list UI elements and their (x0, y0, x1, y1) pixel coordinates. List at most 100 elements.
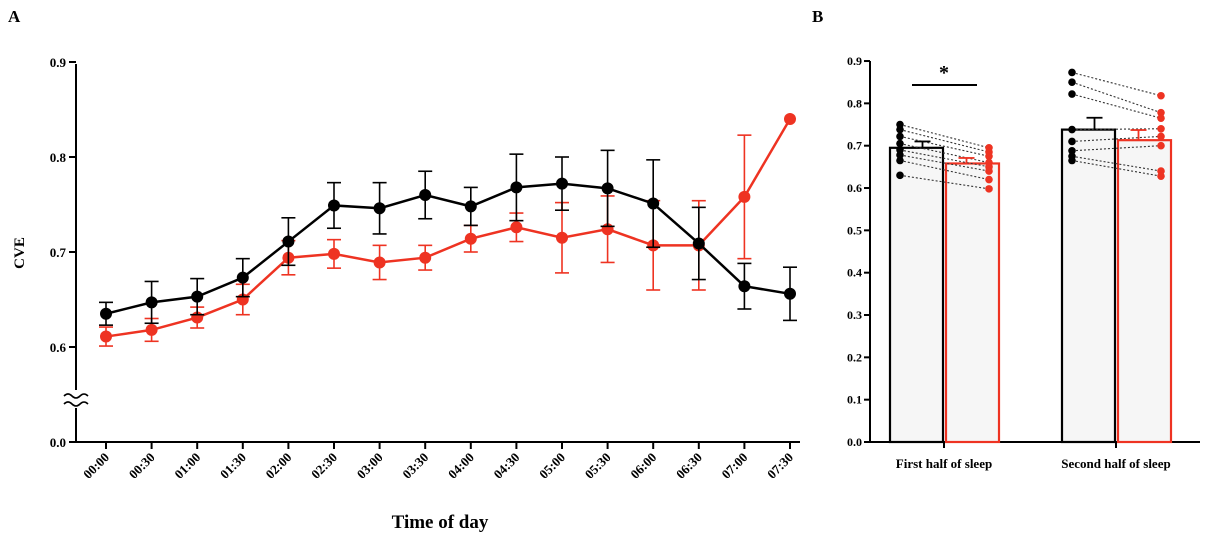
data-point-black (896, 125, 904, 134)
pair-line (899, 154, 990, 172)
y-tick-label: 0.1 (847, 393, 862, 407)
panel-a-chart: 0.9 0.8 0.7 0.6 0.0 00:00 00:30 01:00 01:30 02:00… (12, 55, 800, 533)
pair-line (1071, 159, 1162, 177)
y-tick-label: 0.8 (847, 96, 862, 110)
pair-line (1071, 128, 1162, 131)
x-tick-label: 06:00 (627, 450, 659, 482)
x-category-label: Second half of sleep (1061, 456, 1170, 471)
x-tick-label: 07:30 (764, 450, 796, 482)
data-point-red (985, 185, 993, 193)
data-point (556, 231, 568, 244)
pair-line (899, 149, 990, 168)
x-tick-label: 05:30 (582, 450, 614, 482)
pair-line (1071, 155, 1162, 172)
data-point-red (1157, 108, 1165, 117)
pair-line (899, 174, 990, 190)
y-tick-label: 0.3 (847, 308, 862, 322)
data-point-black (896, 151, 904, 159)
data-point (373, 202, 386, 215)
y-tick-label: 0.0 (847, 435, 862, 449)
data-point (328, 199, 340, 212)
significance-star: * (939, 62, 949, 84)
y-tick-label: 0.0 (50, 435, 66, 450)
x-tick-label: 03:30 (399, 450, 431, 482)
data-point (145, 323, 158, 336)
bar-black (1060, 128, 1117, 444)
data-point (464, 232, 477, 245)
series-line (105, 118, 792, 338)
data-point (784, 287, 796, 300)
x-tick-label: 00:00 (80, 450, 112, 482)
data-point-red (985, 175, 993, 184)
y-tick-label: 0.9 (50, 55, 67, 70)
x-tick-label: 04:00 (445, 450, 477, 482)
data-point (236, 271, 249, 284)
data-point (738, 190, 751, 203)
data-point-black (896, 171, 904, 180)
data-point (556, 177, 568, 190)
x-tick-label: 02:30 (308, 450, 340, 482)
data-point-black (1068, 146, 1076, 155)
data-point-red (1157, 114, 1165, 122)
axis-break-mark (63, 401, 89, 407)
data-point-black (896, 156, 904, 165)
data-point-black (1068, 156, 1076, 165)
data-point (692, 237, 705, 250)
data-point-black (1068, 68, 1076, 77)
bar-red (1116, 139, 1173, 444)
y-tick-label: 0.6 (50, 340, 67, 355)
data-point (647, 197, 660, 210)
pair-line (899, 123, 990, 149)
data-point (145, 296, 158, 309)
data-point (373, 256, 386, 269)
x-tick-label: 01:00 (171, 450, 203, 482)
bar-red (944, 162, 1001, 444)
axis-break-mark (63, 393, 89, 399)
data-point-red (1157, 172, 1165, 180)
data-point-black (1068, 137, 1076, 146)
data-point (738, 280, 751, 293)
data-point (510, 181, 523, 194)
pair-line (1071, 93, 1162, 119)
data-point (191, 290, 204, 303)
data-point (419, 189, 432, 201)
data-point (784, 113, 796, 125)
y-tick-label: 0.2 (847, 350, 862, 364)
pair-line (899, 143, 990, 164)
x-tick-label: 00:30 (126, 450, 158, 482)
data-point-black (1068, 78, 1076, 86)
data-point (510, 221, 523, 234)
data-point (464, 200, 477, 213)
pair-line (899, 159, 990, 181)
x-tick-label: 07:00 (718, 450, 750, 482)
data-point-black (896, 132, 904, 141)
x-category-label: First half of sleep (896, 456, 992, 471)
x-axis-title: Time of day (392, 512, 489, 533)
y-axis-title: CVE (12, 237, 28, 269)
data-point (100, 307, 112, 320)
data-point (100, 330, 112, 343)
data-point-red (1157, 91, 1165, 100)
data-point-red (985, 167, 993, 175)
data-point (419, 251, 432, 264)
x-tick-label: 02:00 (262, 450, 294, 482)
x-tick-label: 05:00 (536, 450, 568, 482)
pair-line (899, 135, 990, 157)
data-point (282, 235, 295, 248)
y-tick-label: 0.6 (847, 181, 862, 195)
data-point (328, 247, 340, 260)
pair-line (1071, 135, 1162, 143)
panel-b-chart: 0.0 0.1 0.2 0.3 0.4 0.5 0.6 0.7 0.8 0.9 First half… (847, 54, 1200, 471)
pair-line (899, 129, 990, 153)
data-point-black (896, 139, 904, 148)
data-point-black (1068, 125, 1076, 134)
y-tick-label: 0.7 (50, 245, 67, 260)
x-tick-label: 04:30 (490, 450, 522, 482)
panel-label-a: A (8, 7, 21, 26)
y-tick-label: 0.9 (847, 54, 862, 68)
data-point-red (1157, 124, 1165, 133)
y-tick-label: 0.5 (847, 223, 862, 237)
series-line (105, 182, 791, 315)
data-point (601, 182, 614, 195)
